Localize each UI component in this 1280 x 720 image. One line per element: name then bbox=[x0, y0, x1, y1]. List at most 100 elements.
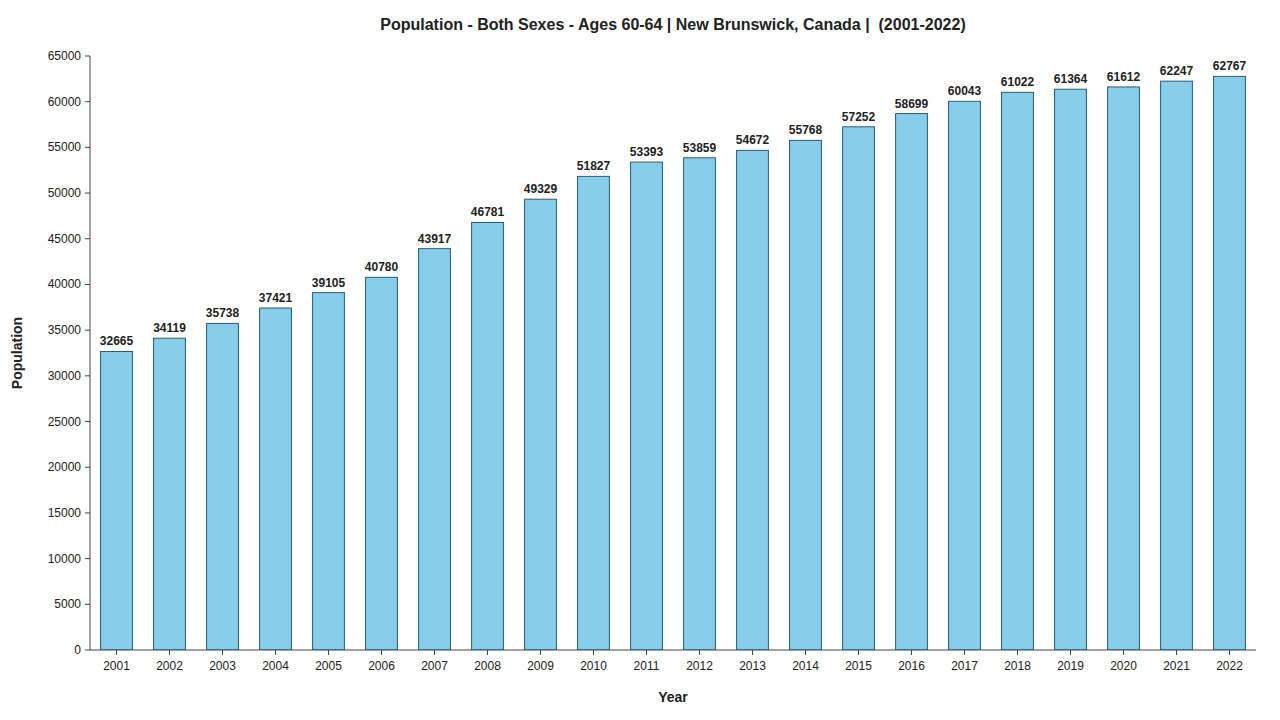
y-axis-line bbox=[90, 56, 91, 650]
data-label: 58699 bbox=[895, 97, 929, 111]
y-tick-label: 0 bbox=[74, 643, 81, 657]
x-tick bbox=[222, 650, 223, 655]
y-tick bbox=[85, 56, 90, 57]
data-label: 53393 bbox=[630, 145, 664, 159]
x-tick bbox=[381, 650, 382, 655]
x-tick-label: 2006 bbox=[368, 659, 395, 673]
x-tick bbox=[275, 650, 276, 655]
x-tick-label: 2016 bbox=[898, 659, 925, 673]
bar bbox=[631, 162, 663, 650]
data-label: 32665 bbox=[100, 334, 134, 348]
x-tick-label: 2012 bbox=[686, 659, 713, 673]
x-axis-line bbox=[90, 650, 1256, 651]
x-tick bbox=[699, 650, 700, 655]
bars bbox=[101, 76, 1246, 650]
y-tick-label: 45000 bbox=[48, 232, 82, 246]
data-label: 37421 bbox=[259, 291, 293, 305]
y-tick bbox=[85, 421, 90, 422]
x-tick-label: 2004 bbox=[262, 659, 289, 673]
x-tick bbox=[116, 650, 117, 655]
x-tick bbox=[858, 650, 859, 655]
bar bbox=[101, 351, 133, 650]
x-tick bbox=[540, 650, 541, 655]
y-tick bbox=[85, 330, 90, 331]
x-tick bbox=[593, 650, 594, 655]
x-tick bbox=[169, 650, 170, 655]
data-label: 62247 bbox=[1160, 64, 1194, 78]
x-tick bbox=[1070, 650, 1071, 655]
x-tick bbox=[1123, 650, 1124, 655]
bar bbox=[578, 176, 610, 650]
bar bbox=[737, 150, 769, 650]
x-tick-label: 2001 bbox=[103, 659, 130, 673]
x-tick bbox=[964, 650, 965, 655]
x-tick bbox=[1176, 650, 1177, 655]
bar bbox=[790, 140, 822, 650]
data-label: 53859 bbox=[683, 141, 717, 155]
data-label: 62767 bbox=[1213, 59, 1247, 73]
data-label: 60043 bbox=[948, 84, 982, 98]
x-tick-label: 2015 bbox=[845, 659, 872, 673]
y-tick-label: 30000 bbox=[48, 369, 82, 383]
chart-svg: 3266534119357383742139105407804391746781… bbox=[0, 0, 1280, 720]
y-tick-label: 65000 bbox=[48, 49, 82, 63]
x-tick-label: 2017 bbox=[951, 659, 978, 673]
bar bbox=[419, 249, 451, 650]
x-tick-label: 2010 bbox=[580, 659, 607, 673]
data-label: 61364 bbox=[1054, 72, 1088, 86]
bar bbox=[154, 338, 186, 650]
bar bbox=[896, 114, 928, 650]
data-label: 61612 bbox=[1107, 70, 1141, 84]
data-label: 55768 bbox=[789, 123, 823, 137]
y-tick-label: 50000 bbox=[48, 186, 82, 200]
y-tick bbox=[85, 193, 90, 194]
y-tick bbox=[85, 558, 90, 559]
data-label: 49329 bbox=[524, 182, 558, 196]
bar bbox=[843, 127, 875, 650]
bar bbox=[260, 308, 292, 650]
bar bbox=[472, 222, 504, 650]
y-tick bbox=[85, 467, 90, 468]
data-label: 35738 bbox=[206, 306, 240, 320]
x-tick bbox=[328, 650, 329, 655]
bar bbox=[1108, 87, 1140, 650]
chart-container: 3266534119357383742139105407804391746781… bbox=[0, 0, 1280, 720]
y-tick bbox=[85, 101, 90, 102]
y-tick-label: 15000 bbox=[48, 506, 82, 520]
y-tick-label: 20000 bbox=[48, 460, 82, 474]
x-tick-label: 2019 bbox=[1057, 659, 1084, 673]
data-label: 46781 bbox=[471, 205, 505, 219]
bar bbox=[949, 101, 981, 650]
data-label: 61022 bbox=[1001, 75, 1035, 89]
data-labels: 3266534119357383742139105407804391746781… bbox=[100, 59, 1247, 348]
y-tick bbox=[85, 238, 90, 239]
data-label: 57252 bbox=[842, 110, 876, 124]
x-tick bbox=[646, 650, 647, 655]
x-tick-label: 2022 bbox=[1216, 659, 1243, 673]
data-label: 39105 bbox=[312, 276, 346, 290]
y-tick-label: 60000 bbox=[48, 95, 82, 109]
x-tick-label: 2003 bbox=[209, 659, 236, 673]
bar bbox=[1161, 81, 1193, 650]
bar bbox=[1214, 76, 1246, 650]
y-tick bbox=[85, 147, 90, 148]
x-tick bbox=[487, 650, 488, 655]
x-tick-label: 2008 bbox=[474, 659, 501, 673]
data-label: 54672 bbox=[736, 133, 770, 147]
x-tick-label: 2018 bbox=[1004, 659, 1031, 673]
y-axis-label: Population bbox=[9, 317, 25, 389]
x-tick-label: 2005 bbox=[315, 659, 342, 673]
y-tick-label: 35000 bbox=[48, 323, 82, 337]
y-tick bbox=[85, 284, 90, 285]
x-tick-label: 2009 bbox=[527, 659, 554, 673]
y-tick-label: 5000 bbox=[54, 597, 81, 611]
bar bbox=[313, 293, 345, 650]
data-label: 51827 bbox=[577, 159, 611, 173]
data-label: 34119 bbox=[153, 321, 186, 335]
bar bbox=[1055, 89, 1087, 650]
bar bbox=[684, 158, 716, 650]
x-tick bbox=[911, 650, 912, 655]
x-tick bbox=[434, 650, 435, 655]
y-tick-label: 10000 bbox=[48, 552, 82, 566]
x-axis-label: Year bbox=[658, 689, 688, 705]
